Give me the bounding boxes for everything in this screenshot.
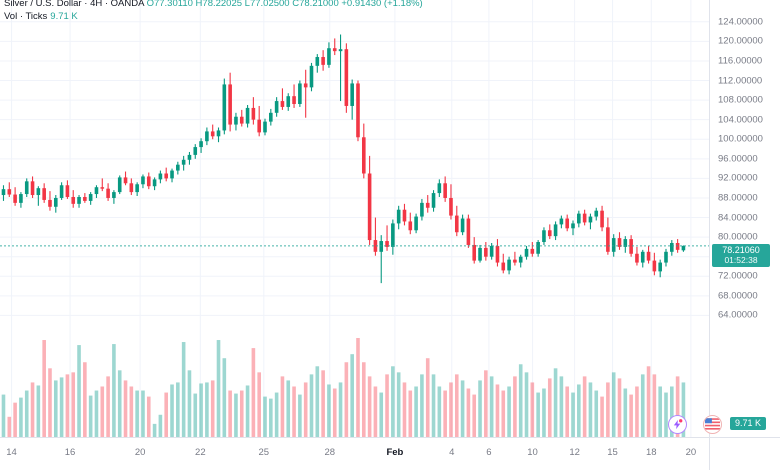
lightning-glyph: [673, 419, 683, 430]
time-axis[interactable]: 14 16 20 22 25 28 Feb 4 6 10 12 15 18 20: [0, 437, 709, 470]
price-axis-label: 68.00000: [718, 290, 758, 302]
time-axis-label: 28: [324, 447, 336, 458]
price-axis-label: 104.00000: [718, 114, 763, 126]
bar-countdown: 01:52:38: [724, 255, 758, 266]
price-axis-label: 112.00000: [718, 75, 763, 86]
time-axis-label: 15: [607, 447, 618, 458]
volume-value-badge[interactable]: 9.71 K: [730, 417, 767, 430]
current-price-badge[interactable]: 78.21060 01:52:38: [712, 243, 770, 267]
us-flag-icon[interactable]: [703, 415, 722, 434]
price-axis-label: 84.00000: [718, 212, 758, 224]
price-axis-label: 116.00000: [718, 55, 763, 67]
time-axis-label: 14: [6, 447, 17, 458]
time-axis-label: 20: [134, 447, 146, 458]
time-axis-label: 4: [449, 447, 455, 458]
axis-corner: [709, 437, 780, 470]
time-axis-label: 10: [527, 447, 538, 458]
time-axis-label: 12: [569, 447, 580, 458]
chart-plot-area[interactable]: [0, 0, 709, 437]
price-axis-label: 100.00000: [718, 133, 763, 145]
price-axis-label: 108.00000: [718, 94, 763, 106]
time-axis-label: 6: [486, 447, 492, 458]
price-axis[interactable]: 78.21060 01:52:38 9.71 K 124.00000 120.00…: [709, 0, 780, 437]
time-axis-label: 18: [645, 447, 657, 458]
price-axis-label: 92.00000: [718, 172, 758, 184]
time-axis-label: 20: [685, 447, 697, 458]
candlestick-series: [1, 34, 686, 284]
price-axis-label: 72.00000: [718, 270, 758, 282]
price-axis-label: 64.00000: [718, 309, 758, 321]
time-axis-label: 16: [64, 447, 76, 458]
alert-lightning-icon[interactable]: [668, 415, 687, 434]
time-axis-label: 25: [258, 447, 270, 458]
price-axis-label: 88.00000: [718, 192, 758, 204]
time-axis-label: 22: [195, 447, 206, 458]
volume-series: [1, 338, 686, 437]
price-axis-label: 124.00000: [718, 16, 763, 28]
price-axis-label: 120.00000: [718, 35, 763, 47]
price-axis-label: 80.00000: [718, 231, 758, 243]
current-price-value: 78.21060: [722, 244, 760, 255]
current-price-line: [0, 245, 709, 247]
time-axis-label: Feb: [386, 447, 404, 458]
price-axis-label: 96.00000: [718, 153, 758, 165]
us-flag-glyph: [705, 417, 720, 432]
